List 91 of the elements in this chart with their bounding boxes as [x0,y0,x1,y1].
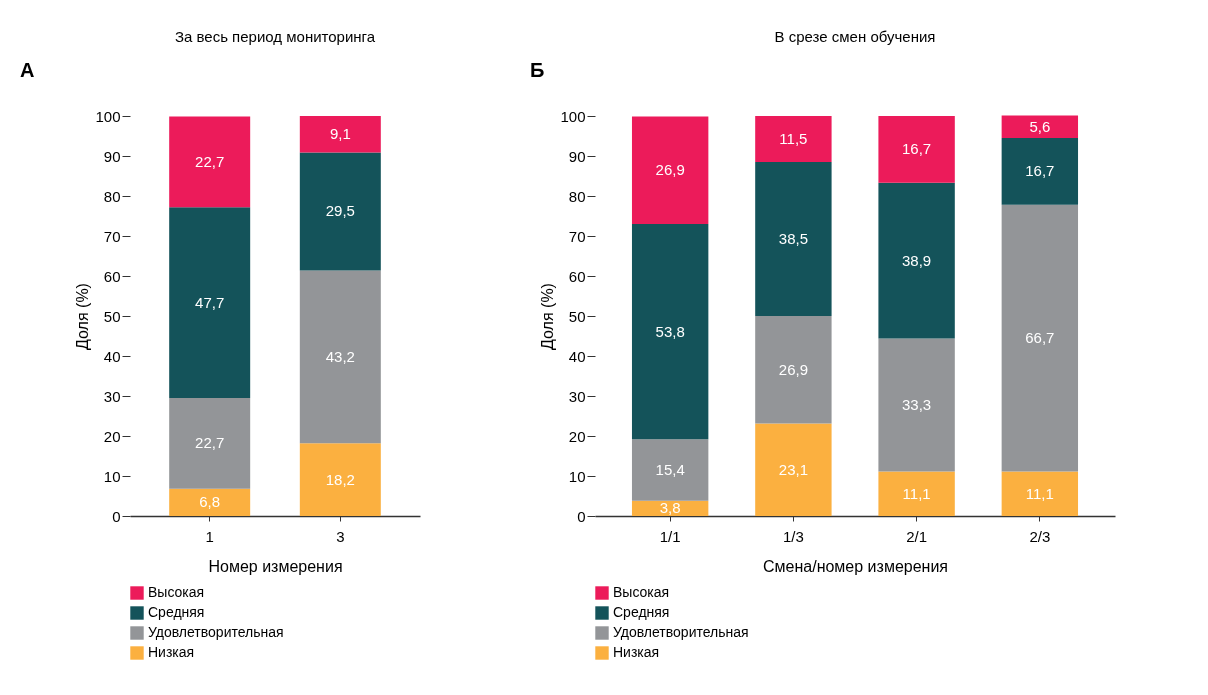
x-tick-label: 2/1 [906,527,928,545]
data-label: 15,4 [655,461,685,478]
data-label: 11,5 [779,130,808,147]
text: А [20,59,35,81]
y-tick-label: 40 [568,347,586,365]
data-label: 16,7 [902,140,932,158]
y-tick-label: 10 [568,467,586,485]
x-tick-label: 1/3 [782,527,804,545]
bar [1001,115,1079,138]
bar [631,116,709,224]
bar [299,152,381,271]
bar [755,116,832,162]
x-tick-label: 3 [336,527,345,545]
data-label: 6,8 [199,493,221,511]
y-tick-label: 10 [103,467,121,485]
data-label: 38,5 [778,230,808,247]
data-label: 11,1 [1025,484,1054,502]
legend-label: Низкая [148,644,195,660]
legend-label: Высокая [148,584,205,600]
data-label: 23,1 [778,460,808,478]
data-label: 22,7 [195,152,225,170]
bar [169,488,251,516]
data-label: 3,8 [659,499,681,517]
data-label: 22,7 [195,434,225,452]
y-tick-label: 30 [103,387,121,405]
y-tick-label: 80 [568,187,586,205]
x-axis-title: Номер измерения [208,557,343,575]
data-label: 29,5 [325,202,355,220]
y-tick-label: 0 [577,507,586,525]
data-label: 38,9 [902,251,932,269]
x-tick-label: 1 [205,527,214,545]
y-axis-title: Доля (%) [539,283,557,350]
bar [299,116,381,153]
y-tick-label: 70 [568,227,586,245]
data-label: 33,3 [902,396,932,413]
text: Б [530,59,545,81]
y-tick-label: 100 [95,107,121,125]
data-label: 16,7 [1025,162,1055,180]
bar [878,116,955,183]
x-tick-label: 1/1 [659,527,681,545]
y-tick-label: 100 [560,107,586,125]
y-tick-label: 50 [568,307,586,325]
y-tick-label: 90 [568,147,586,165]
data-label: 66,7 [1025,329,1055,347]
legend-label: Средняя [148,604,205,620]
data-label: 9,1 [329,125,351,143]
legend-label: Высокая [613,584,670,600]
chart-title: За весь период мониторинга [174,28,376,45]
bar [1001,138,1079,205]
x-tick-label: 2/3 [1029,527,1051,545]
y-tick-label: 50 [103,307,121,325]
y-tick-label: 0 [112,507,121,525]
bar [299,443,381,516]
x-axis-title: Смена/номер измерения [762,557,949,575]
bar [755,162,832,316]
y-tick-label: 60 [568,267,586,285]
y-tick-label: 30 [568,387,586,405]
y-tick-label: 20 [103,427,121,445]
legend-label: Удовлетворительная [148,624,284,640]
data-label: 43,2 [325,347,355,365]
bar [169,398,251,489]
bar [878,182,955,339]
y-tick-label: 90 [103,147,121,165]
y-tick-label: 20 [568,427,586,445]
data-label: 26,9 [778,360,808,378]
bar [299,270,381,444]
bar [169,116,251,208]
bar [631,224,709,440]
bar [755,316,832,424]
bar [1001,471,1079,516]
y-axis-title: Доля (%) [74,283,92,350]
legend-label: Низкая [613,644,660,660]
bar [1001,204,1079,472]
data-label: 5,6 [1029,117,1051,135]
y-tick-label: 40 [103,347,121,365]
chart-title: В срезе смен обучения [774,28,936,45]
bar [755,423,832,516]
y-tick-label: 80 [103,187,121,205]
bar [631,439,709,501]
data-label: 26,9 [655,161,685,179]
legend-label: Удовлетворительная [613,624,749,640]
y-tick-label: 60 [103,267,121,285]
data-label: 47,7 [195,293,225,311]
legend-label: Средняя [613,604,670,620]
data-label: 11,1 [902,484,931,502]
data-label: 18,2 [325,470,355,488]
data-label: 53,8 [655,322,685,340]
bar [878,471,955,516]
bar [878,338,955,472]
bar [169,207,251,398]
y-tick-label: 70 [103,227,121,245]
